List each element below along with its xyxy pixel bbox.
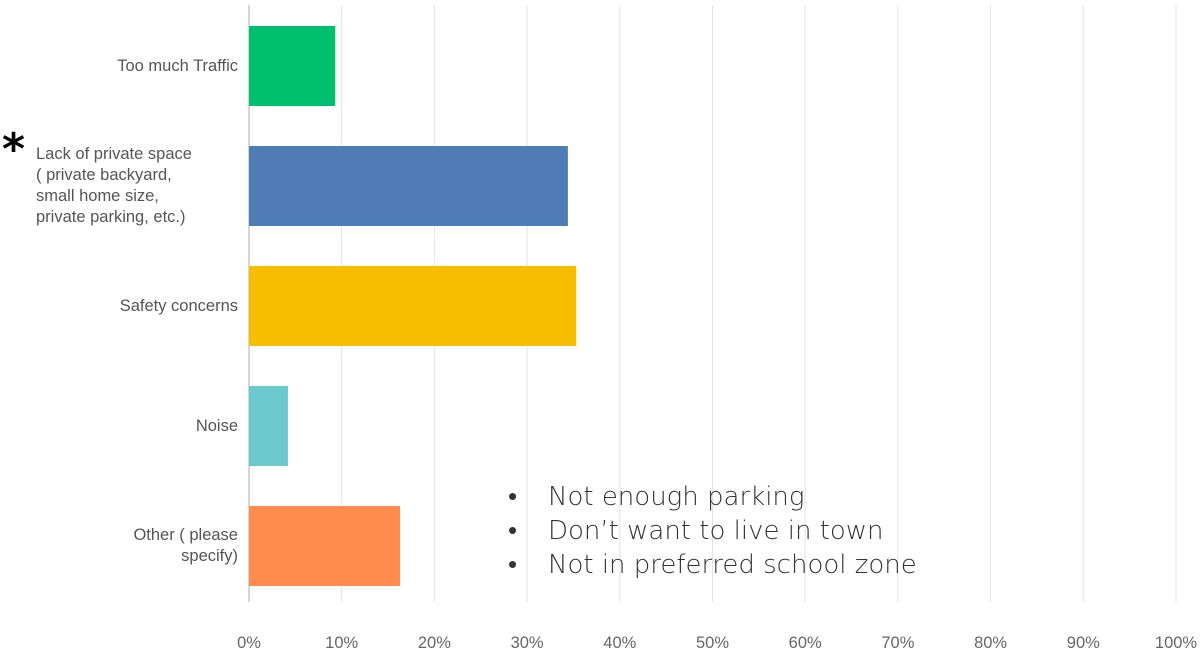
x-tick-label: 30% (511, 634, 544, 652)
x-tick-label: 40% (603, 634, 636, 652)
bar (249, 386, 288, 466)
x-tick-label: 60% (789, 634, 822, 652)
bar (249, 266, 577, 346)
category-label: Lack of private space ( private backyard,… (36, 144, 192, 228)
x-tick-label: 20% (418, 634, 451, 652)
category-label: Too much Traffic (117, 56, 238, 77)
bar (249, 26, 336, 106)
bar (249, 506, 401, 586)
x-tick-label: 10% (325, 634, 358, 652)
other-response-item: • Don’t want to live in town (508, 514, 917, 548)
other-response-text: Not in preferred school zone (548, 550, 917, 580)
bullet-icon: • (508, 516, 518, 546)
other-response-text: Not enough parking (548, 482, 805, 512)
category-label-line: ( private backyard, (36, 166, 172, 184)
x-tick-label: 0% (237, 634, 261, 652)
category-label-line: specify) (181, 547, 238, 565)
category-label-line: Lack of private space (36, 145, 192, 163)
category-label-line: Safety concerns (119, 296, 238, 315)
category-label: Other ( please specify) (133, 525, 238, 567)
asterisk-marker: * (2, 124, 26, 175)
category-label-line: Too much Traffic (117, 56, 238, 75)
x-tick-label: 50% (696, 634, 729, 652)
bar (249, 146, 568, 226)
x-tick-label: 80% (974, 634, 1007, 652)
x-tick-label: 90% (1067, 634, 1100, 652)
bullet-icon: • (508, 550, 518, 580)
x-tick-label: 100% (1155, 634, 1198, 652)
other-response-item: • Not enough parking (508, 480, 917, 514)
other-response-item: • Not in preferred school zone (508, 548, 917, 582)
category-label-line: Noise (195, 416, 238, 435)
other-response-text: Don’t want to live in town (548, 516, 884, 546)
category-label: Noise (196, 416, 238, 437)
bullet-icon: • (508, 482, 518, 512)
other-responses-list: • Not enough parking • Don’t want to live … (508, 480, 917, 582)
category-label-line: small home size, (36, 187, 159, 205)
category-label: Safety concerns (120, 296, 238, 317)
category-label-line: Other ( please (133, 526, 238, 544)
x-tick-label: 70% (881, 634, 914, 652)
category-label-line: private parking, etc.) (36, 208, 186, 226)
